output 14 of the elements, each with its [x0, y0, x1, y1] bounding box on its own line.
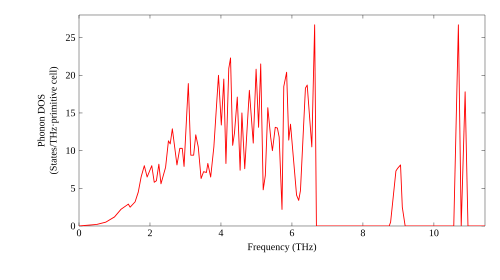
x-tick-label: 4 — [218, 230, 224, 236]
x-tick-label: 0 — [76, 230, 82, 236]
y-tick-label: 15 — [66, 110, 76, 116]
x-tick-label: 10 — [430, 230, 439, 236]
y-tick-label: 5 — [71, 184, 76, 192]
y-axis-title: Phonon DOS (States/THz·primitive cell) — [38, 66, 59, 174]
y-tick-label: 20 — [66, 72, 76, 79]
y-tick-label: 10 — [66, 147, 76, 154]
x-tick-label: 8 — [360, 230, 366, 236]
x-axis-title: Frequency (THz) — [248, 243, 316, 252]
x-tick-label: 6 — [290, 230, 294, 236]
x-tick-label: 2 — [148, 230, 152, 236]
y-tick-label: 25 — [66, 34, 76, 41]
y-tick-label: 0 — [70, 222, 76, 230]
